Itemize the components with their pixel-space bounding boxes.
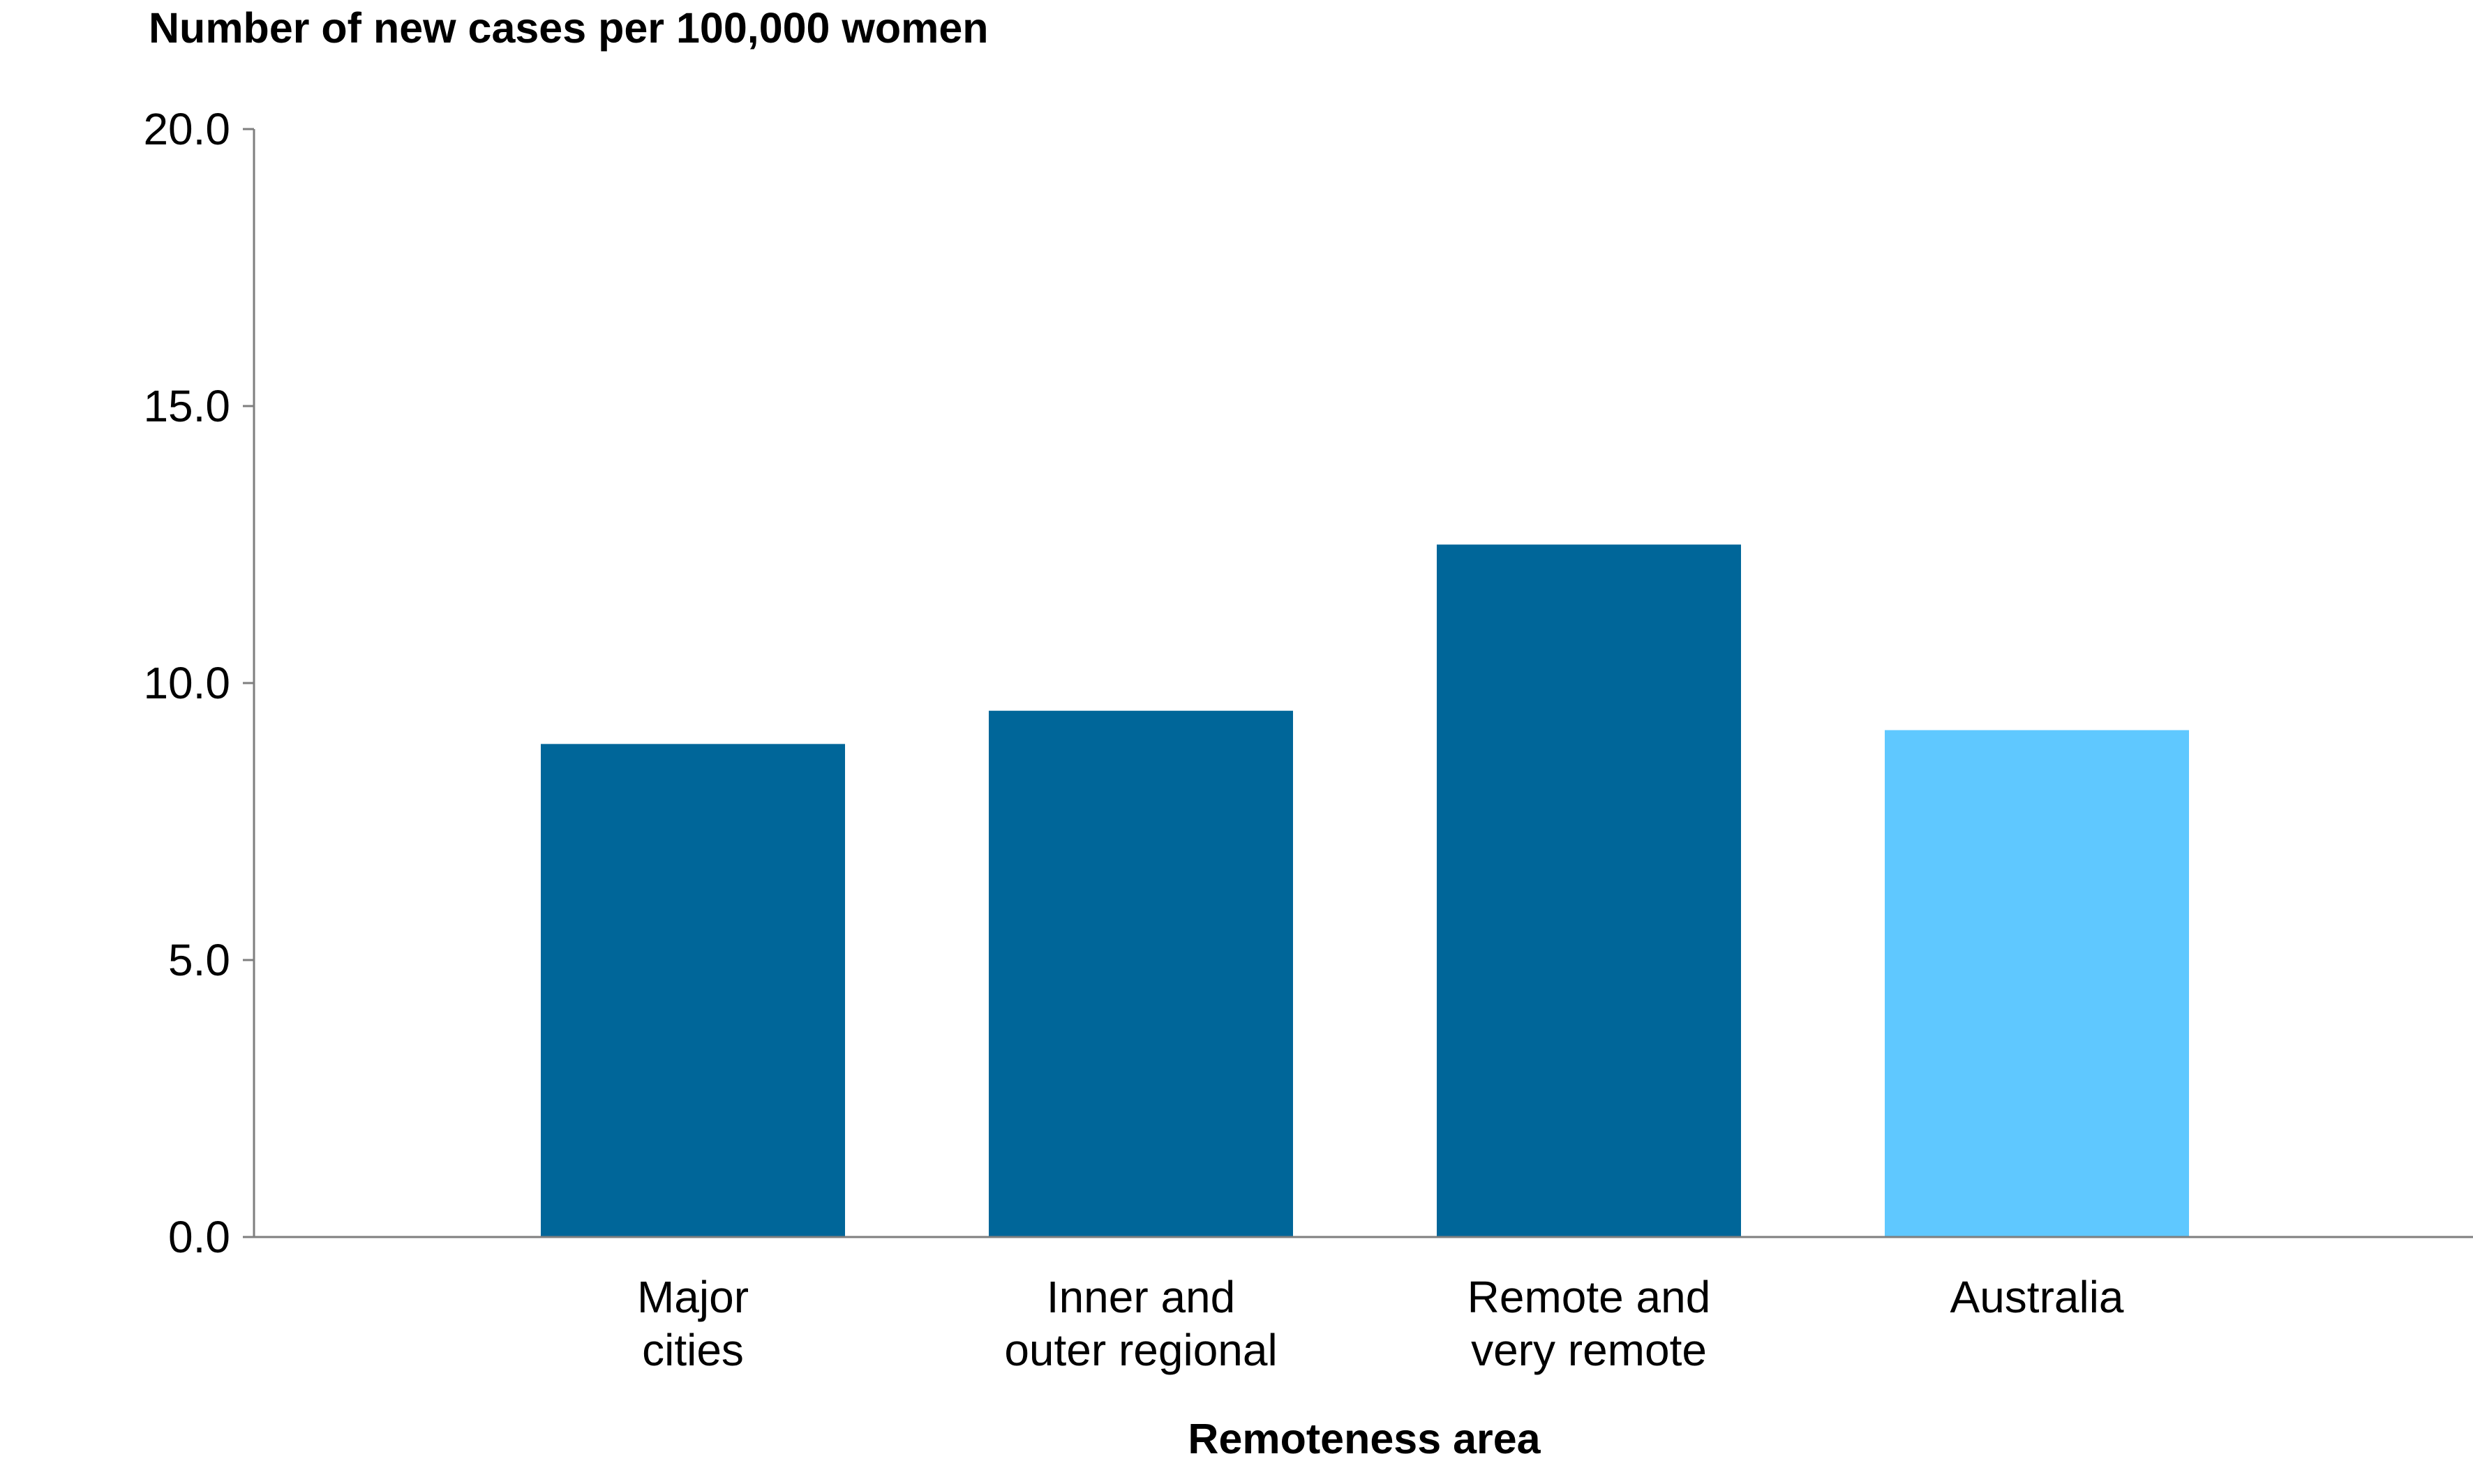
x-category-label-line: Australia [1950,1272,2124,1322]
x-category-label-line: outer regional [1004,1325,1277,1375]
bar [989,710,1293,1237]
x-axis-category-labels: Major cities Inner and outer regional Remote… [637,1272,2124,1375]
bar [541,744,845,1237]
x-category-label: Major cities [637,1272,749,1375]
x-category-label: Australia [1950,1272,2124,1322]
bar [1437,544,1741,1237]
y-tick-label: 10.0 [143,658,230,708]
y-tick-label: 5.0 [168,935,230,985]
y-tick-label: 0.0 [168,1212,230,1262]
x-category-label: Remote and very remote [1467,1272,1711,1375]
bars [541,544,2189,1237]
x-category-label-line: cities [642,1325,744,1375]
x-category-label-line: Major [637,1272,749,1322]
x-category-label-line: Remote and [1467,1272,1711,1322]
y-axis-title: Number of new cases per 100,000 women [149,4,989,52]
y-tick-label: 20.0 [143,104,230,154]
x-category-label-line: very remote [1471,1325,1707,1375]
y-axis-ticks: 0.0 5.0 10.0 15.0 20.0 [143,104,254,1262]
x-category-label-line: Inner and [1047,1272,1235,1322]
x-axis-title: Remoteness area [1188,1415,1541,1462]
x-category-label: Inner and outer regional [1004,1272,1277,1375]
bar [1885,730,2189,1237]
y-tick-label: 15.0 [143,381,230,431]
